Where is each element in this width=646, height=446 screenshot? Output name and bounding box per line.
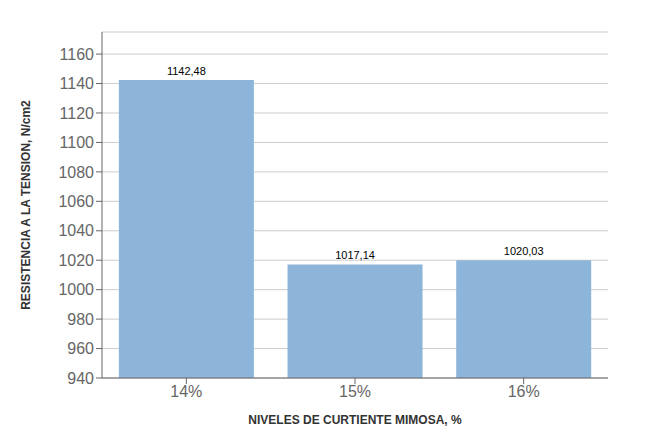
svg-text:16%: 16% (508, 383, 540, 400)
svg-text:1080: 1080 (58, 164, 94, 181)
svg-text:1160: 1160 (60, 46, 95, 63)
svg-text:1100: 1100 (60, 134, 95, 151)
svg-text:1020,03: 1020,03 (504, 245, 544, 257)
svg-text:1020: 1020 (58, 252, 94, 269)
svg-text:1017,14: 1017,14 (335, 249, 375, 261)
svg-text:960: 960 (67, 340, 94, 357)
svg-text:NIVELES DE CURTIENTE MIMOSA, %: NIVELES DE CURTIENTE MIMOSA, % (248, 413, 462, 427)
svg-text:15%: 15% (339, 383, 371, 400)
svg-text:1120: 1120 (60, 105, 95, 122)
svg-text:1142,48: 1142,48 (167, 65, 206, 77)
svg-text:RESISTENCIA A LA TENSION, N/cm: RESISTENCIA A LA TENSION, N/cm2 (19, 100, 33, 310)
svg-text:1140: 1140 (60, 75, 95, 92)
svg-text:1000: 1000 (58, 281, 94, 298)
svg-text:1040: 1040 (58, 222, 94, 239)
svg-text:14%: 14% (170, 383, 202, 400)
svg-text:1060: 1060 (58, 193, 94, 210)
svg-text:940: 940 (67, 370, 94, 387)
svg-text:980: 980 (67, 311, 94, 328)
